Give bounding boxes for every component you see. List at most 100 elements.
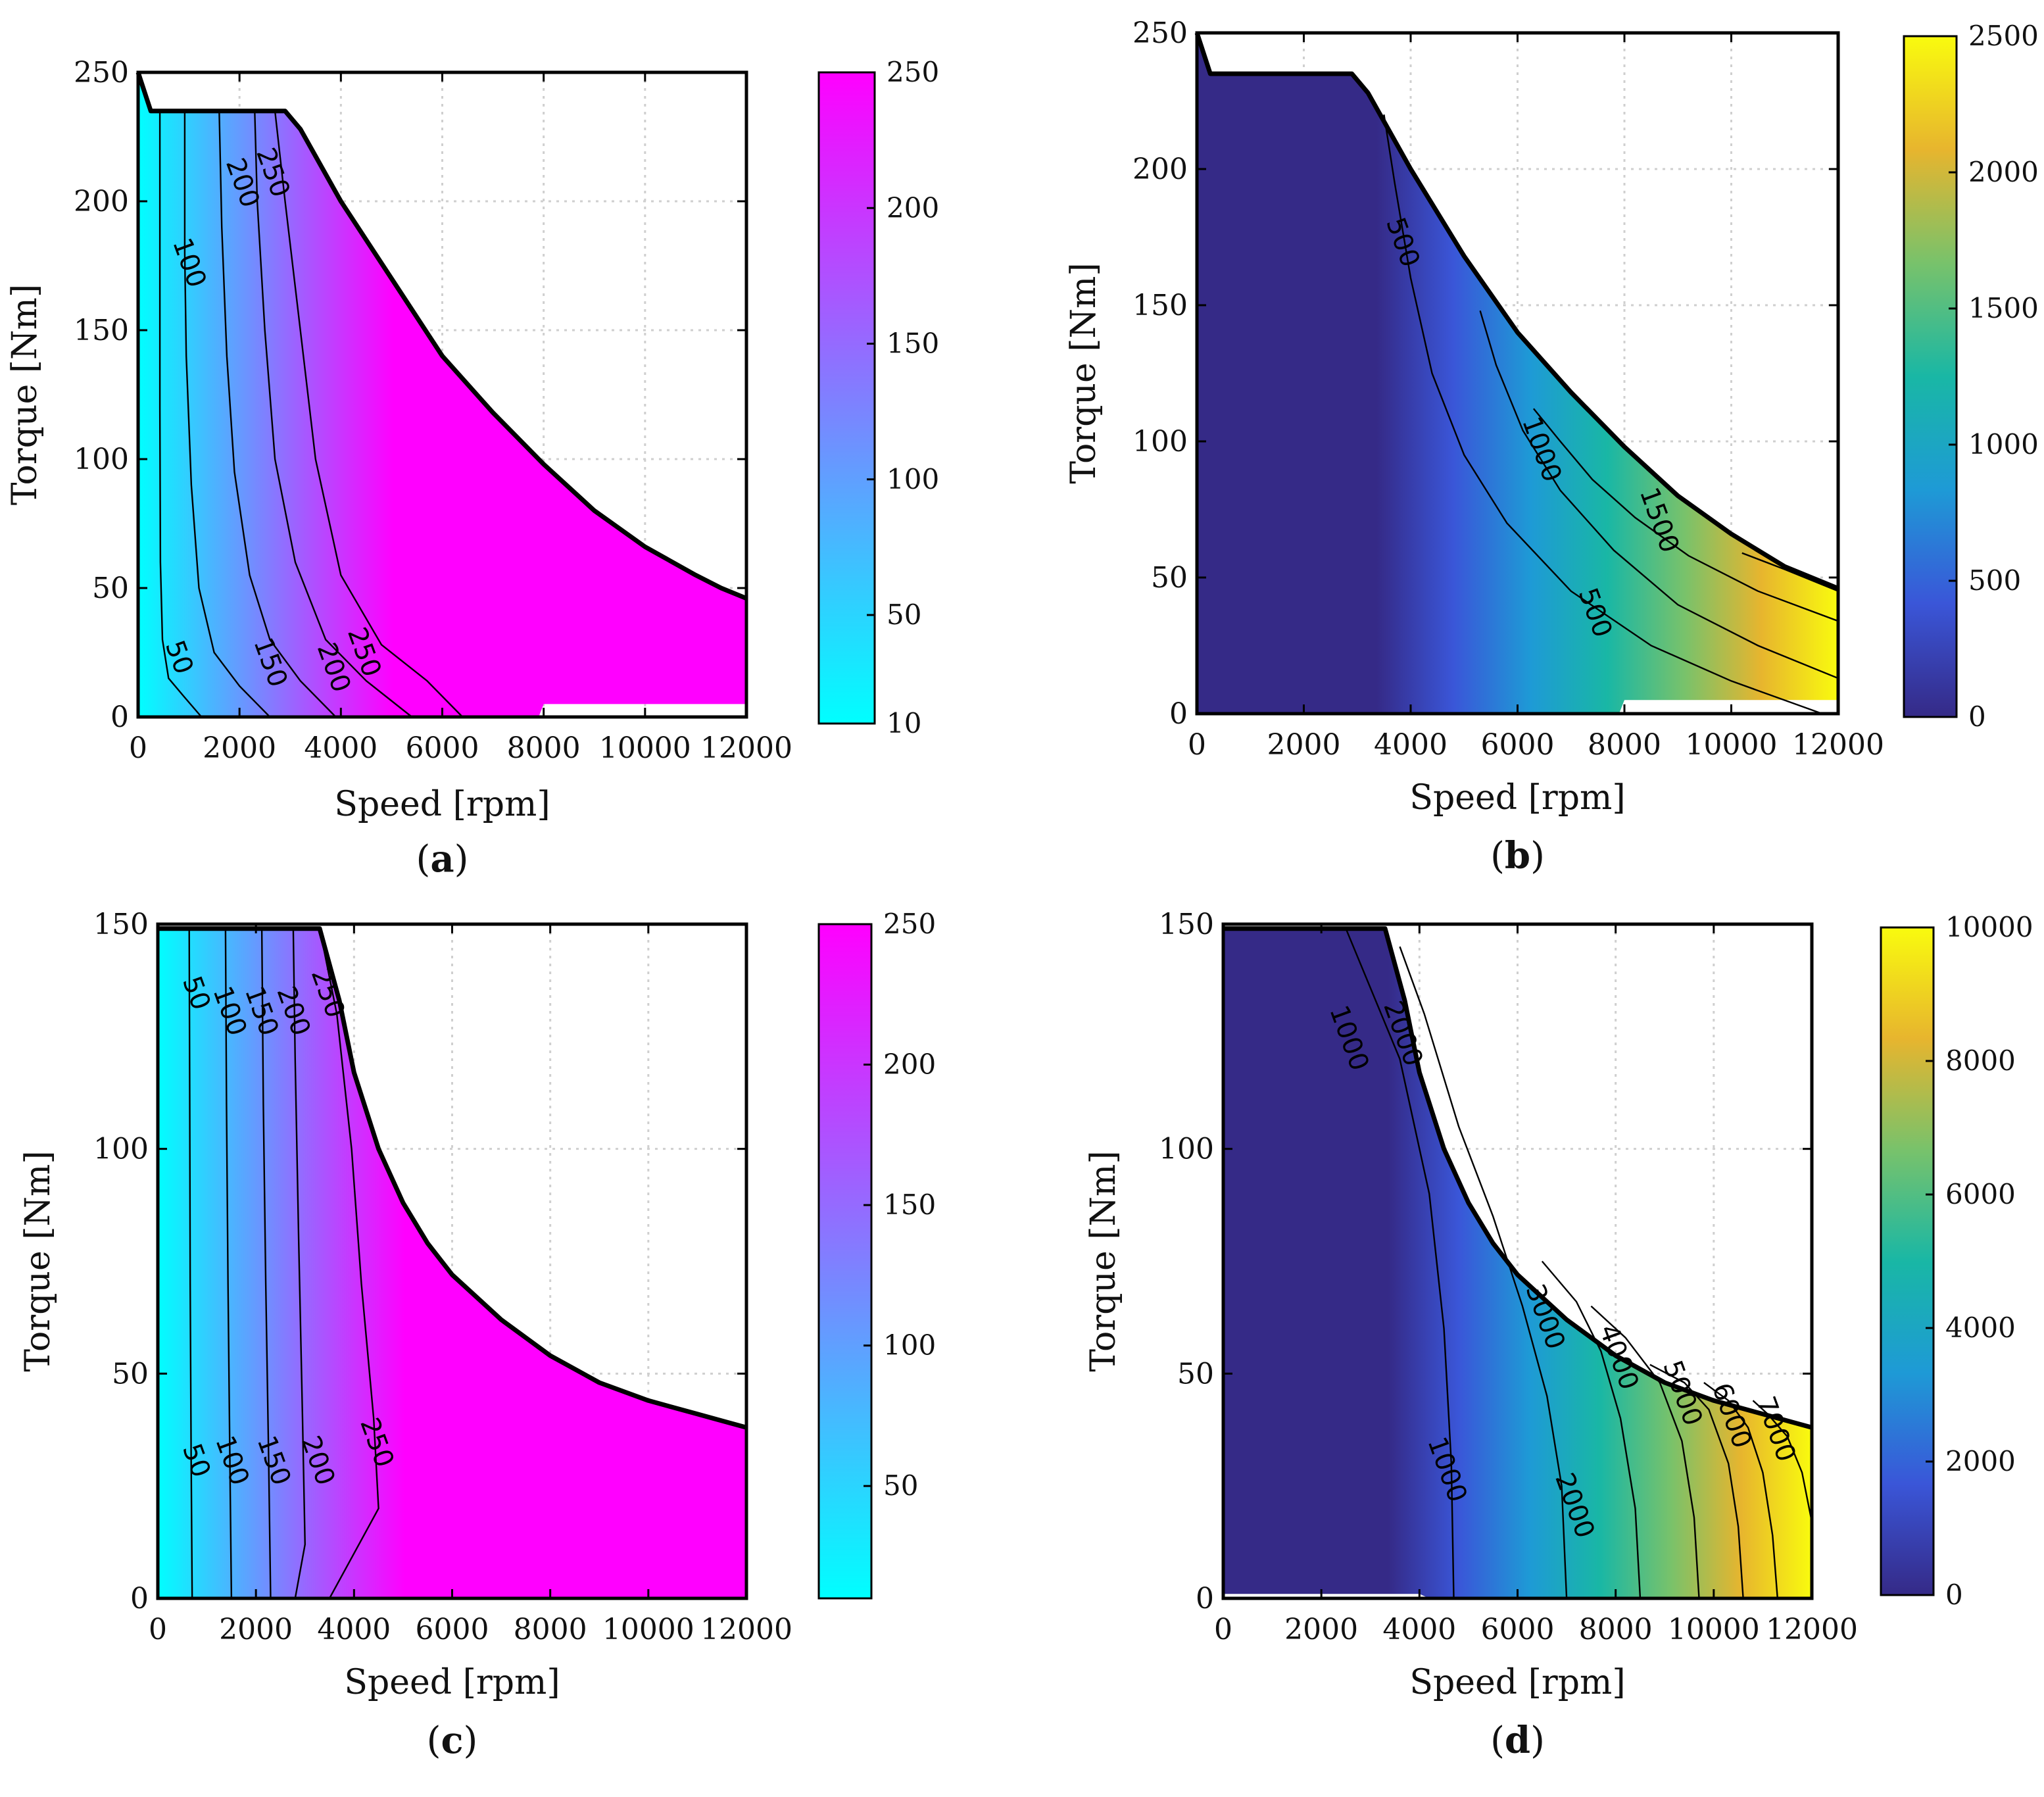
- y-tick-label: 150: [74, 314, 129, 347]
- y-tick-label: 0: [110, 701, 129, 734]
- y-tick-label: 200: [1132, 153, 1188, 186]
- y-tick-label: 0: [1196, 1582, 1214, 1615]
- torque-envelope-line: [135, 71, 748, 601]
- contour-line-150: [218, 111, 337, 718]
- panel-label: (d): [1490, 1719, 1545, 1762]
- colorbar-tick-label: 250: [887, 56, 939, 88]
- colorbar-tick-label: 2500: [1968, 20, 2039, 52]
- colorbar-tick-label: 50: [883, 1469, 918, 1502]
- x-tick-label: 4000: [317, 1613, 391, 1646]
- x-tick-label: 0: [129, 731, 147, 765]
- x-axis-label: Speed [rpm]: [334, 785, 550, 824]
- contour-fill-region: [1197, 33, 1838, 714]
- x-tick-label: 6000: [416, 1613, 489, 1646]
- x-tick-label: 8000: [1579, 1613, 1653, 1646]
- panel-letter: a: [430, 837, 454, 881]
- x-tick-label: 10000: [602, 1613, 694, 1646]
- x-tick-label: 6000: [1481, 1613, 1555, 1646]
- y-axis-label: Torque [Nm]: [5, 284, 45, 505]
- x-tick-label: 0: [149, 1613, 167, 1646]
- contour-fill-region: [1223, 928, 1812, 1598]
- y-tick-label: 250: [1132, 16, 1188, 50]
- contour-line-200: [292, 928, 306, 1599]
- x-tick-label: 12000: [1766, 1613, 1858, 1646]
- colorbar-tick-label: 500: [1968, 564, 2021, 597]
- x-tick-label: 0: [1214, 1613, 1232, 1646]
- colorbar-tick-label: 250: [883, 908, 936, 940]
- y-tick-label: 100: [1132, 425, 1188, 458]
- contour-line-250: [318, 928, 379, 1599]
- x-tick-label: 0: [1188, 728, 1206, 762]
- x-tick-label: 2000: [203, 731, 276, 765]
- x-tick-label: 10000: [1686, 728, 1778, 762]
- colorbar-tick-label: 0: [1945, 1579, 1963, 1611]
- colorbar-tick-label: 8000: [1945, 1045, 2016, 1077]
- contour-line-50: [158, 111, 203, 718]
- contour-line-2000: [1741, 552, 1839, 592]
- colorbar-tick-label: 6000: [1945, 1178, 2016, 1210]
- colorbar-tick-label: 200: [887, 191, 939, 224]
- colorbar-tick-label: 4000: [1945, 1312, 2016, 1344]
- torque-envelope-line: [1194, 32, 1839, 591]
- y-tick-label: 50: [1151, 561, 1188, 595]
- contour-line-500: [1383, 114, 1823, 715]
- y-tick-label: 150: [1159, 908, 1214, 941]
- x-tick-label: 8000: [1588, 728, 1661, 762]
- y-tick-label: 50: [92, 572, 129, 605]
- panel-label: (c): [427, 1719, 478, 1762]
- colorbar-tick-label: 100: [883, 1329, 936, 1362]
- y-tick-label: 0: [1169, 697, 1188, 731]
- colorbar-tick-label: 10: [887, 707, 921, 739]
- colorbar-tick-label: 150: [883, 1189, 936, 1221]
- contour-line-3000: [1541, 1260, 1642, 1599]
- panel-label: (b): [1490, 834, 1545, 877]
- contour-line-5000: [1649, 1364, 1744, 1599]
- colorbar: [1903, 35, 1958, 718]
- colorbar: [817, 923, 873, 1600]
- contour-line-6000: [1703, 1382, 1778, 1599]
- x-tick-label: 10000: [1668, 1613, 1760, 1646]
- y-tick-label: 0: [130, 1582, 149, 1615]
- colorbar-tick-label: 10000: [1945, 911, 2033, 943]
- contour-line-100: [183, 111, 271, 718]
- contour-line-200: [254, 111, 413, 718]
- y-axis-label: Torque [Nm]: [1084, 1150, 1123, 1371]
- colorbar-tick-label: 2000: [1968, 156, 2039, 188]
- x-tick-label: 2000: [219, 1613, 293, 1646]
- x-tick-label: 6000: [406, 731, 479, 765]
- contour-line-4000: [1590, 1305, 1700, 1599]
- x-tick-label: 12000: [700, 731, 792, 765]
- x-axis-label: Speed [rpm]: [1409, 778, 1625, 818]
- y-tick-label: 150: [1132, 289, 1188, 322]
- x-tick-label: 4000: [1374, 728, 1448, 762]
- colorbar-tick-label: 200: [883, 1048, 936, 1081]
- torque-envelope-line: [1223, 926, 1813, 1430]
- contour-fill-region: [138, 72, 746, 717]
- y-tick-label: 50: [1177, 1357, 1214, 1391]
- y-axis-label: Torque [Nm]: [1064, 262, 1104, 483]
- contour-fill-region: [158, 928, 746, 1598]
- contour-line-100: [224, 928, 233, 1599]
- panel-label: (a): [416, 837, 468, 881]
- y-axis-label: Torque [Nm]: [18, 1150, 58, 1371]
- contour-line-50: [188, 928, 193, 1599]
- x-tick-label: 10000: [599, 731, 691, 765]
- colorbar: [1880, 926, 1935, 1596]
- x-tick-label: 12000: [1792, 728, 1884, 762]
- torque-envelope-line: [158, 926, 747, 1430]
- y-tick-label: 50: [112, 1357, 149, 1391]
- panel-letter: c: [441, 1719, 463, 1762]
- contour-line-1500: [1532, 408, 1839, 622]
- colorbar-tick-label: 0: [1968, 701, 1986, 733]
- y-tick-label: 150: [93, 908, 149, 941]
- x-tick-label: 4000: [304, 731, 377, 765]
- x-tick-label: 4000: [1382, 1613, 1456, 1646]
- contour-line-150: [260, 928, 272, 1599]
- contour-line-250: [274, 111, 464, 718]
- colorbar-tick-label: 150: [887, 328, 939, 360]
